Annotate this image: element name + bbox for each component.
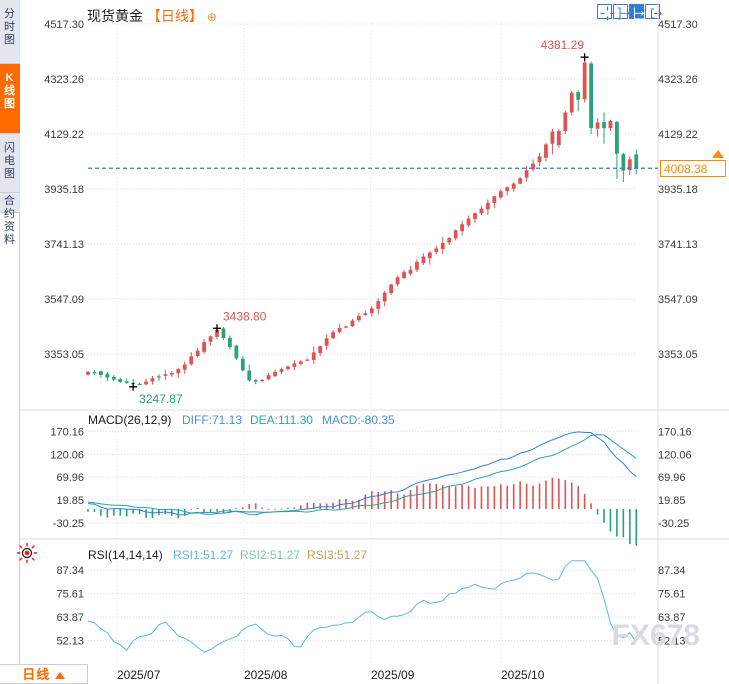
svg-text:4129.22: 4129.22 — [44, 129, 84, 141]
svg-text:RSI1:51.27: RSI1:51.27 — [173, 548, 233, 562]
svg-text:3438.80: 3438.80 — [223, 309, 267, 323]
svg-text:FX678: FX678 — [612, 619, 700, 652]
svg-text:DEA:111.30: DEA:111.30 — [250, 413, 313, 427]
svg-text:RSI3:51.27: RSI3:51.27 — [307, 548, 367, 562]
svg-text:19.85: 19.85 — [658, 495, 686, 507]
svg-text:63.87: 63.87 — [56, 612, 84, 624]
svg-text:4129.22: 4129.22 — [658, 129, 698, 141]
svg-text:2025/08: 2025/08 — [244, 668, 288, 682]
svg-text:120.06: 120.06 — [658, 449, 692, 461]
svg-text:MACD:-80.35: MACD:-80.35 — [322, 413, 395, 427]
svg-text:170.16: 170.16 — [50, 427, 84, 439]
svg-text:3353.05: 3353.05 — [658, 349, 698, 361]
svg-text:4323.26: 4323.26 — [44, 74, 84, 86]
svg-text:3741.13: 3741.13 — [44, 239, 84, 251]
svg-text:69.96: 69.96 — [56, 472, 84, 484]
svg-text:87.34: 87.34 — [658, 565, 686, 577]
svg-text:RSI(14,14,14): RSI(14,14,14) — [88, 548, 163, 562]
svg-text:4323.26: 4323.26 — [658, 74, 698, 86]
svg-text:75.61: 75.61 — [56, 589, 84, 601]
svg-text:3935.18: 3935.18 — [658, 184, 698, 196]
svg-text:DIFF:71.13: DIFF:71.13 — [182, 413, 242, 427]
svg-text:-30.25: -30.25 — [53, 518, 84, 530]
svg-text:MACD(26,12,9): MACD(26,12,9) — [88, 413, 171, 427]
svg-text:3547.09: 3547.09 — [658, 294, 698, 306]
svg-text:120.06: 120.06 — [50, 449, 84, 461]
svg-text:3353.05: 3353.05 — [44, 349, 84, 361]
svg-text:75.61: 75.61 — [658, 589, 686, 601]
svg-text:69.96: 69.96 — [658, 472, 686, 484]
svg-text:3547.09: 3547.09 — [44, 294, 84, 306]
svg-text:-30.25: -30.25 — [658, 518, 689, 530]
svg-text:4517.30: 4517.30 — [658, 19, 698, 31]
svg-text:87.34: 87.34 — [56, 565, 84, 577]
svg-text:170.16: 170.16 — [658, 427, 692, 439]
svg-text:4381.29: 4381.29 — [541, 38, 585, 52]
svg-text:3741.13: 3741.13 — [658, 239, 698, 251]
svg-text:2025/10: 2025/10 — [501, 668, 545, 682]
svg-text:RSI2:51.27: RSI2:51.27 — [240, 548, 300, 562]
svg-text:19.85: 19.85 — [56, 495, 84, 507]
svg-text:2025/09: 2025/09 — [371, 668, 415, 682]
svg-text:4517.30: 4517.30 — [44, 19, 84, 31]
svg-text:2025/07: 2025/07 — [117, 668, 161, 682]
svg-text:3935.18: 3935.18 — [44, 184, 84, 196]
svg-text:52.13: 52.13 — [56, 636, 84, 648]
svg-text:3247.87: 3247.87 — [139, 392, 183, 406]
